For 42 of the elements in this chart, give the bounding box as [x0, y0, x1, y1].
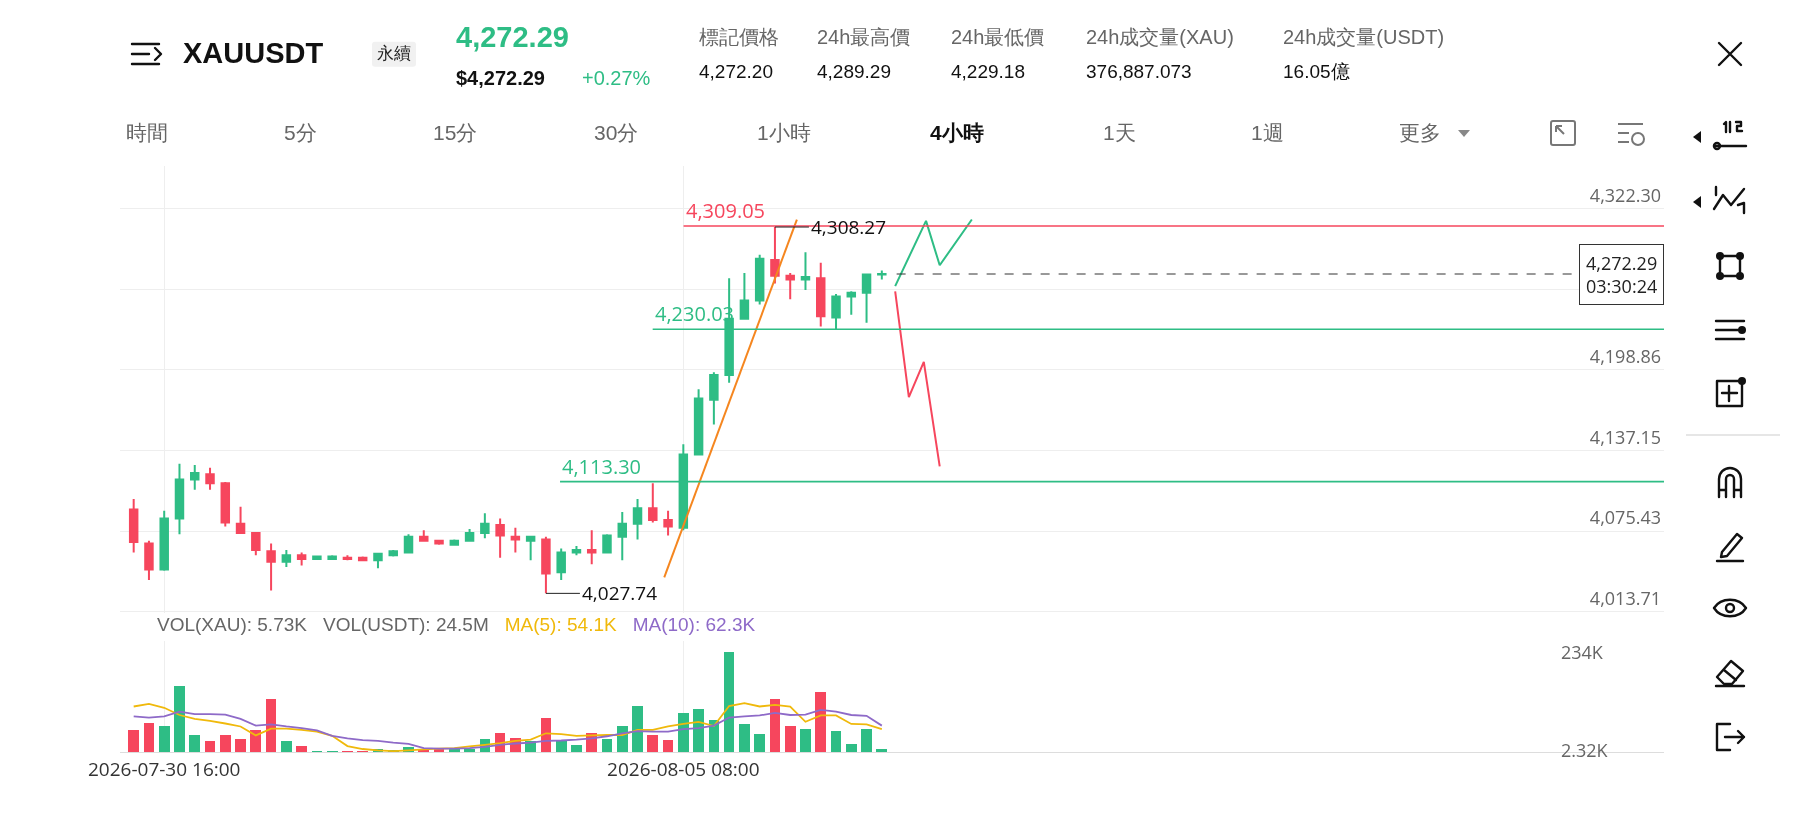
text: 4小時 — [930, 121, 984, 145]
y-tick-label: 4,322.30 — [1589, 183, 1661, 207]
y-tick-label: 4,013.71 — [1589, 585, 1661, 610]
annotation: 03:30:24 — [1586, 274, 1658, 299]
y-tick-label: 2.32K — [1560, 738, 1609, 763]
text: 4,289.29 — [817, 60, 891, 83]
text: 4,272.20 — [699, 60, 773, 83]
text: 1週 — [1251, 121, 1284, 145]
text: 376,887.073 — [1086, 60, 1192, 83]
text: 16.05億 — [1283, 60, 1350, 83]
text: 5分 — [284, 121, 317, 145]
text: 4,229.18 — [951, 60, 1025, 83]
text: 1小時 — [757, 121, 811, 145]
annotation: 4,027.74 — [582, 580, 658, 606]
y-tick-label: 4,137.15 — [1589, 424, 1661, 449]
ref-line-label: 4,272.29 — [1586, 251, 1658, 275]
text: $4,272.29 — [456, 67, 545, 89]
text: 1天 — [1103, 121, 1136, 145]
text: 標記價格 — [699, 26, 779, 48]
text: 4,272.29 — [456, 21, 569, 54]
text: 24h成交量(XAU) — [1086, 26, 1234, 48]
text: VOL(USDT): 24.5M — [322, 614, 489, 636]
ref-line-label: 4,113.30 — [562, 453, 642, 480]
text: 24h最高價 — [817, 26, 911, 48]
text: 永續 — [372, 41, 416, 67]
text: MA(5): 54.1K — [504, 614, 617, 636]
text: 24h最低價 — [951, 26, 1045, 48]
text: +0.27% — [582, 67, 651, 89]
text: VOL(XAU): 5.73K — [157, 614, 307, 636]
text: 24h成交量(USDT) — [1283, 26, 1445, 48]
y-tick-label: 4,075.43 — [1589, 505, 1661, 530]
y-tick-label: 4,198.86 — [1589, 344, 1661, 369]
chart-title: XAUUSDT — [183, 37, 324, 70]
text: 更多 — [1399, 121, 1441, 145]
y-tick-label: 234K — [1560, 639, 1604, 664]
x-tick-label: 2026-08-05 08:00 — [607, 755, 760, 782]
text: 15分 — [433, 121, 478, 145]
text: MA(10): 62.3K — [632, 614, 756, 636]
ref-line-label: 4,309.05 — [686, 197, 766, 224]
x-tick-label: 2026-07-30 16:00 — [87, 755, 241, 782]
text: 時間 — [126, 121, 168, 145]
text: 30分 — [594, 121, 639, 145]
